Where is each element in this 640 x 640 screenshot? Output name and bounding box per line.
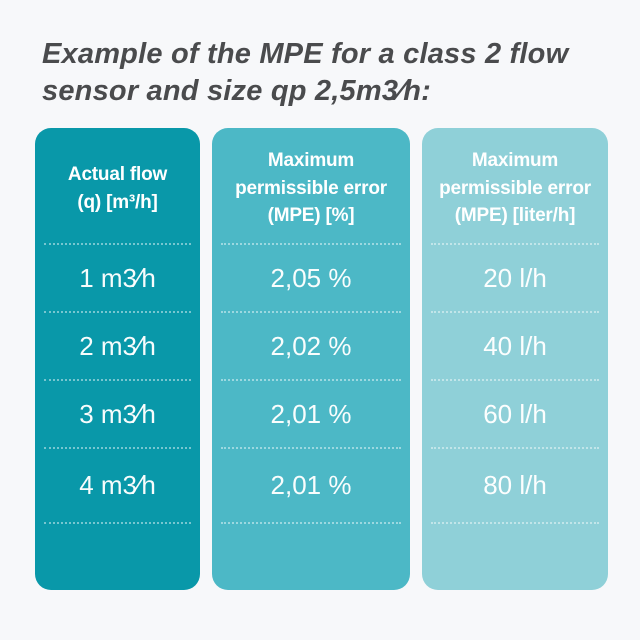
column-header-mpe-liter: Maximum permissible error (MPE) [liter/h… — [439, 150, 591, 227]
table-cell-mpe-percent-row2: 2,02 % — [221, 311, 401, 379]
column-header-mpe-percent: Maximum permissible error (MPE) [%] — [235, 150, 387, 227]
column-footer-mpe-percent — [221, 522, 401, 590]
column-mpe-liter: Maximum permissible error (MPE) [liter/h… — [422, 128, 608, 590]
table-cell-mpe-percent-row3: 2,01 % — [221, 379, 401, 447]
column-footer-mpe-liter — [431, 522, 599, 590]
table-cell-actual-flow-row2: 2 m3⁄h — [44, 311, 191, 379]
table-cell-mpe-percent-row4: 2,01 % — [221, 447, 401, 522]
table-cell-mpe-liter-row2: 40 l/h — [431, 311, 599, 379]
table-cell-actual-flow-row4: 4 m3⁄h — [44, 447, 191, 522]
column-footer-actual-flow — [44, 522, 191, 590]
mpe-table: Actual flow (q) [m³/h] 1 m3⁄h 2 m3⁄h 3 m… — [35, 128, 608, 590]
table-cell-mpe-liter-row3: 60 l/h — [431, 379, 599, 447]
table-cell-mpe-liter-row4: 80 l/h — [431, 447, 599, 522]
table-cell-actual-flow-row3: 3 m3⁄h — [44, 379, 191, 447]
table-cell-actual-flow-row1: 1 m3⁄h — [44, 243, 191, 311]
column-actual-flow: Actual flow (q) [m³/h] 1 m3⁄h 2 m3⁄h 3 m… — [35, 128, 200, 590]
table-cell-mpe-liter-row1: 20 l/h — [431, 243, 599, 311]
figure-title: Example of the MPE for a class 2 flow se… — [42, 38, 569, 108]
column-mpe-percent: Maximum permissible error (MPE) [%] 2,05… — [212, 128, 410, 590]
table-cell-mpe-percent-row1: 2,05 % — [221, 243, 401, 311]
column-header-actual-flow: Actual flow (q) [m³/h] — [67, 163, 168, 213]
